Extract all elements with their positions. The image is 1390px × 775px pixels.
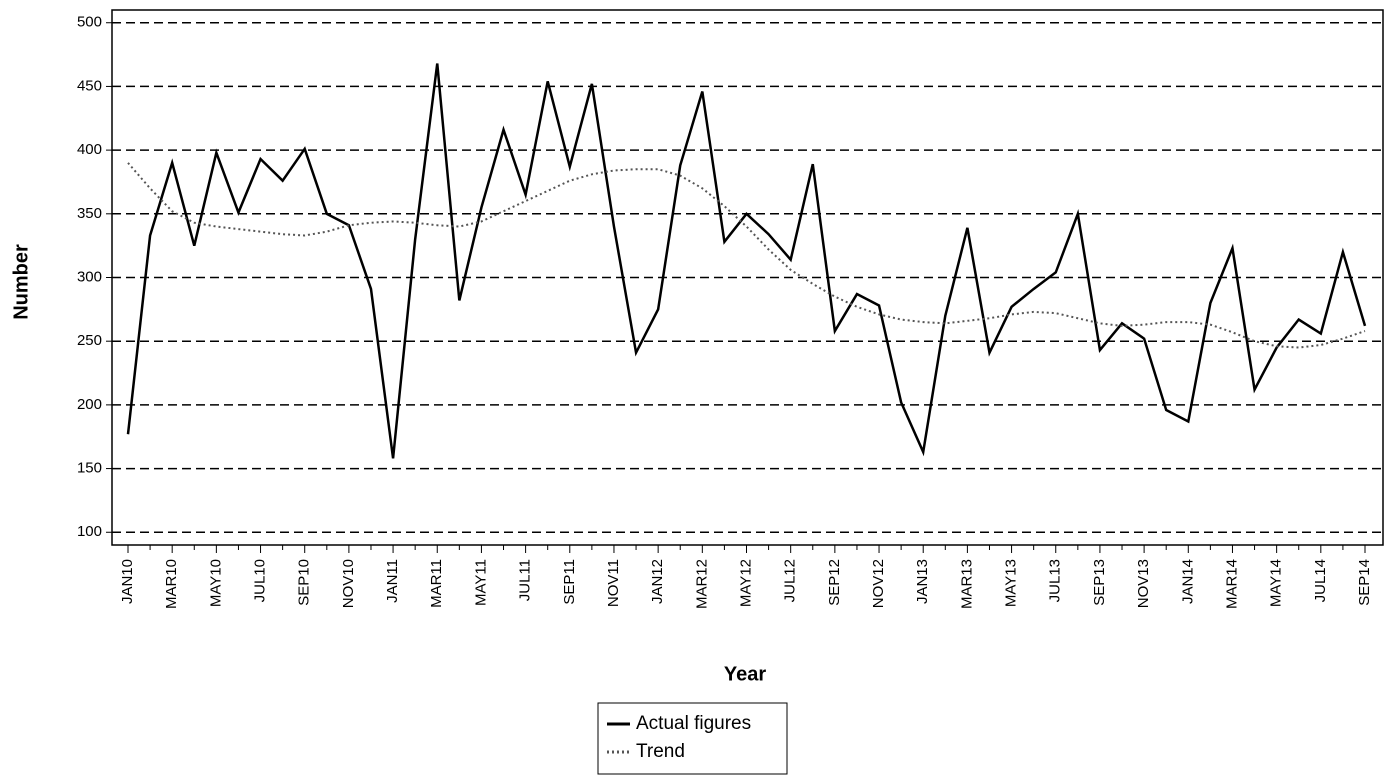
x-tick-label: JAN12 [649, 559, 666, 604]
x-tick-label: MAR14 [1223, 559, 1240, 609]
x-tick-label: SEP10 [296, 559, 313, 606]
y-tick-label: 400 [77, 141, 102, 158]
x-tick-label: NOV11 [605, 559, 622, 607]
x-tick-label: MAR11 [428, 559, 445, 608]
x-tick-label: MAY11 [472, 559, 489, 606]
x-tick-label: NOV13 [1135, 559, 1152, 608]
x-tick-label: MAR13 [958, 559, 975, 609]
legend-label: Trend [636, 741, 685, 762]
x-tick-label: JUL10 [252, 559, 269, 602]
x-tick-label: MAR10 [163, 559, 180, 609]
y-tick-label: 200 [77, 396, 102, 413]
x-tick-label: NOV10 [340, 559, 357, 608]
y-tick-label: 300 [77, 268, 102, 285]
x-tick-label: JAN10 [119, 559, 136, 604]
y-tick-label: 250 [77, 332, 102, 349]
x-tick-label: NOV12 [870, 559, 887, 608]
y-tick-label: 100 [77, 523, 102, 540]
y-tick-label: 350 [77, 205, 102, 222]
line [127, 162, 1366, 349]
x-tick-label: JAN11 [384, 559, 401, 603]
x-tick-label: JAN13 [914, 559, 931, 604]
x-tick-label: SEP14 [1356, 559, 1373, 606]
legend [597, 702, 788, 775]
x-axis-title: Year [724, 663, 766, 685]
y-tick-label: 450 [77, 77, 102, 94]
y-tick-label: 150 [77, 460, 102, 477]
x-tick-label: MAY10 [207, 559, 224, 607]
x-tick-label: MAR12 [693, 559, 710, 609]
y-tick-label: 500 [77, 14, 102, 31]
x-tick-label: JAN14 [1179, 559, 1196, 604]
x-tick-label: JUL12 [782, 559, 799, 602]
x-tick-label: SEP12 [826, 559, 843, 606]
x-tick-label: JUL13 [1047, 559, 1064, 602]
x-tick-label: MAY12 [737, 559, 754, 607]
x-tick-label: MAY13 [1003, 559, 1020, 607]
x-tick-label: SEP11 [561, 559, 578, 605]
x-tick-label: SEP13 [1091, 559, 1108, 606]
y-axis-title: Number [10, 244, 32, 320]
x-tick-label: JUL11 [517, 559, 534, 601]
x-tick-label: JUL14 [1312, 559, 1329, 602]
legend-label: Actual figures [636, 713, 751, 734]
line [126, 63, 1367, 459]
x-tick-label: MAY14 [1268, 559, 1285, 607]
